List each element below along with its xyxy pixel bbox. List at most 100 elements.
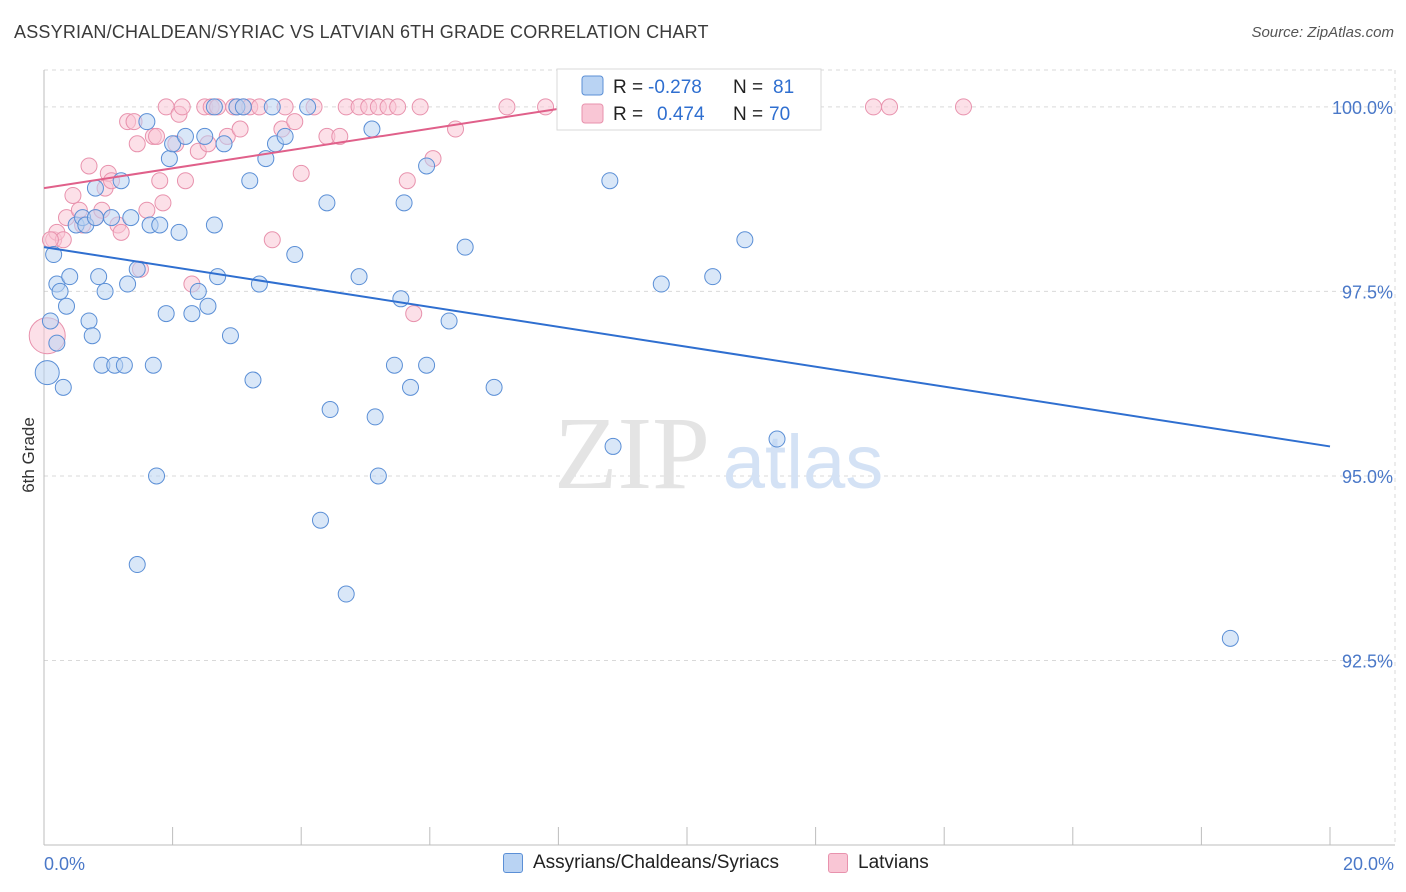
assyrian-point: [1221, 629, 1239, 647]
assyrian-point: [86, 179, 104, 197]
assyrian-point: [321, 401, 339, 419]
assyrian-point: [485, 378, 503, 396]
latvian-point: [64, 186, 82, 204]
latvian-point: [954, 98, 972, 116]
assyrian-trend-line: [43, 246, 1331, 448]
latvian-point: [176, 172, 194, 190]
bottom-legend-swatch-blue: [503, 853, 523, 873]
assyrian-point: [205, 216, 223, 234]
assyrian-point: [652, 275, 670, 293]
latvian-point: [151, 172, 169, 190]
stats-legend: R = -0.278 N = 81 R = 0.474 N = 70: [556, 68, 822, 131]
assyrian-point: [196, 127, 214, 145]
legend-r-label-1: R =: [613, 77, 643, 98]
assyrian-point: [215, 135, 233, 153]
assyrian-point: [90, 268, 108, 286]
assyrian-point: [48, 334, 66, 352]
assyrian-point: [45, 246, 63, 264]
latvian-point: [411, 98, 429, 116]
assyrian-point: [244, 371, 262, 389]
legend-n-label-2: N =: [733, 104, 763, 125]
latvian-point: [80, 157, 98, 175]
assyrian-point: [189, 282, 207, 300]
assyrian-point: [83, 327, 101, 345]
assyrian-point: [392, 290, 410, 308]
assyrian-point: [604, 437, 622, 455]
assyrian-point: [144, 356, 162, 374]
assyrian-point: [601, 172, 619, 190]
assyrian-point: [148, 467, 166, 485]
latvian-point: [138, 201, 156, 219]
latvian-point: [498, 98, 516, 116]
legend-r-value-2: 0.474: [657, 104, 705, 125]
assyrian-point: [115, 356, 133, 374]
assyrian-point: [385, 356, 403, 374]
assyrian-point: [263, 98, 281, 116]
assyrian-point: [363, 120, 381, 138]
assyrian-point: [250, 275, 268, 293]
latvian-point: [154, 194, 172, 212]
bottom-legend: Assyrians/Chaldeans/Syriacs Latvians: [0, 852, 1406, 878]
assyrian-point: [221, 327, 239, 345]
assyrian-point: [402, 378, 420, 396]
assyrian-point: [440, 312, 458, 330]
latvian-trend-line: [43, 105, 572, 190]
assyrian-point: [34, 360, 60, 386]
assyrian-point: [96, 282, 114, 300]
legend-swatch-blue: [581, 75, 604, 96]
assyrian-point: [128, 556, 146, 574]
assyrian-point: [61, 268, 79, 286]
latvian-point: [263, 231, 281, 249]
assyrian-point: [318, 194, 336, 212]
x-tick-label-0: 0.0%: [44, 854, 85, 874]
latvian-point: [148, 127, 166, 145]
assyrian-point: [456, 238, 474, 256]
latvian-point: [405, 305, 423, 323]
assyrian-point: [418, 157, 436, 175]
assyrian-point: [286, 246, 304, 264]
y-axis-label: 6th Grade: [19, 417, 38, 493]
assyrian-point: [183, 305, 201, 323]
assyrian-point: [103, 209, 121, 227]
assyrian-point: [176, 127, 194, 145]
latvian-point: [286, 113, 304, 131]
assyrian-point: [119, 275, 137, 293]
assyrian-point: [241, 172, 259, 190]
y-tick-labels: 92.5% 95.0% 97.5% 100.0%: [1332, 98, 1393, 672]
assyrian-point: [337, 585, 355, 603]
assyrian-point: [209, 268, 227, 286]
legend-r-value-1: -0.278: [648, 77, 702, 98]
assyrian-point: [311, 511, 329, 529]
assyrian-point: [80, 312, 98, 330]
assyrian-point: [157, 305, 175, 323]
assyrian-point: [164, 135, 182, 153]
assyrian-point: [86, 209, 104, 227]
latvian-point: [173, 98, 191, 116]
assyrian-point: [122, 209, 140, 227]
trend-lines: [43, 105, 1331, 448]
y-tick-label-3: 100.0%: [1332, 98, 1393, 118]
assyrian-point: [51, 282, 69, 300]
latvian-point: [41, 231, 59, 249]
assyrian-point: [736, 231, 754, 249]
latvian-point: [331, 127, 349, 145]
assyrian-point: [704, 268, 722, 286]
legend-n-value-1: 81: [773, 77, 794, 98]
zipatlas-watermark: ZIP atlas: [554, 396, 883, 511]
latvian-point: [112, 223, 130, 241]
assyrian-point: [170, 223, 188, 241]
y-tick-label-0: 92.5%: [1342, 651, 1393, 671]
latvian-point: [398, 172, 416, 190]
latvian-point: [864, 98, 882, 116]
chart-title: ASSYRIAN/CHALDEAN/SYRIAC VS LATVIAN 6TH …: [14, 22, 709, 42]
watermark-atlas: atlas: [723, 420, 884, 505]
assyrian-point: [234, 98, 252, 116]
assyrian-point: [418, 356, 436, 374]
bottom-legend-swatch-pink: [828, 853, 848, 873]
y-tick-label-1: 95.0%: [1342, 467, 1393, 487]
y-tick-label-2: 97.5%: [1342, 282, 1393, 302]
latvian-point: [881, 98, 899, 116]
assyrian-point: [58, 297, 76, 315]
legend-r-label-2: R =: [613, 104, 643, 125]
